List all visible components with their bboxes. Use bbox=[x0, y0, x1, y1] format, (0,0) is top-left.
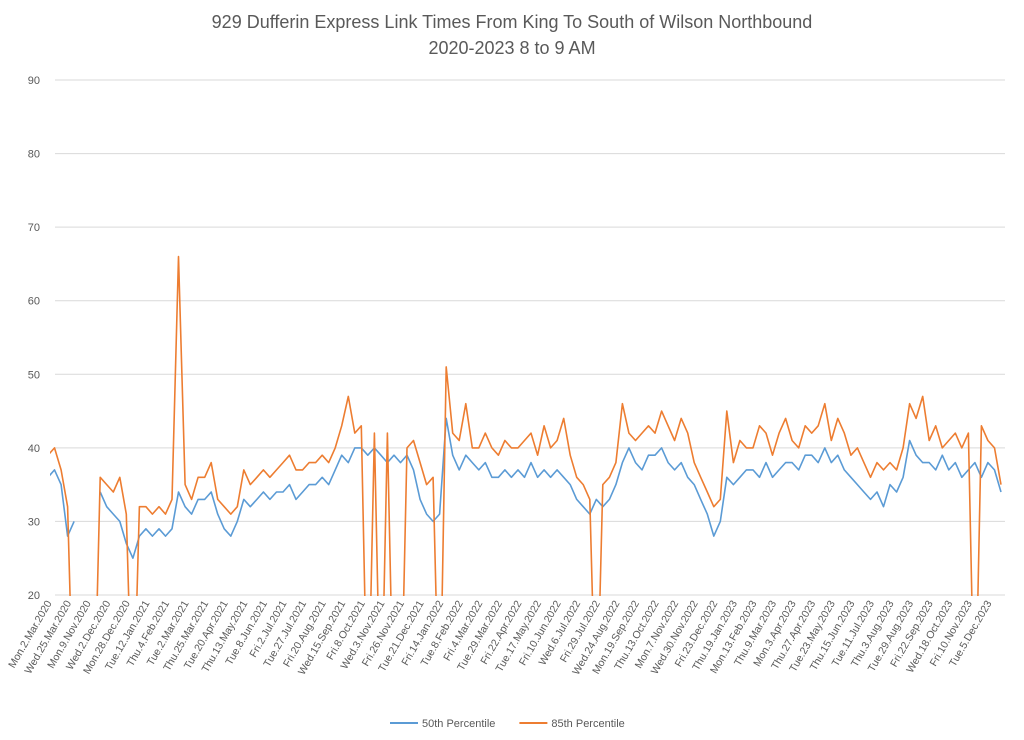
grid: 20 30 40 50 60 70 80 90 bbox=[28, 75, 1005, 602]
y-tick-label: 30 bbox=[28, 516, 40, 528]
y-tick-label: 80 bbox=[28, 149, 40, 161]
y-tick-label: 20 bbox=[28, 590, 40, 602]
legend-label: 85th Percentile bbox=[551, 718, 624, 730]
legend: 50th Percentile 85th Percentile bbox=[390, 718, 625, 730]
y-tick-label: 70 bbox=[28, 222, 40, 234]
legend-label: 50th Percentile bbox=[422, 718, 495, 730]
y-tick-label: 60 bbox=[28, 296, 40, 308]
y-tick-label: 40 bbox=[28, 443, 40, 455]
chart-subtitle: 2020-2023 8 to 9 AM bbox=[428, 38, 595, 58]
plot bbox=[50, 255, 1002, 596]
series-line bbox=[50, 255, 1002, 596]
y-tick-label: 90 bbox=[28, 75, 40, 87]
chart-title: 929 Dufferin Express Link Times From Kin… bbox=[212, 12, 813, 32]
x-axis: Mon.2.Mar.2020Wed.25.Mar.2020Mon.9.Nov.2… bbox=[6, 598, 994, 677]
series-line bbox=[50, 417, 1002, 559]
y-tick-label: 50 bbox=[28, 369, 40, 381]
